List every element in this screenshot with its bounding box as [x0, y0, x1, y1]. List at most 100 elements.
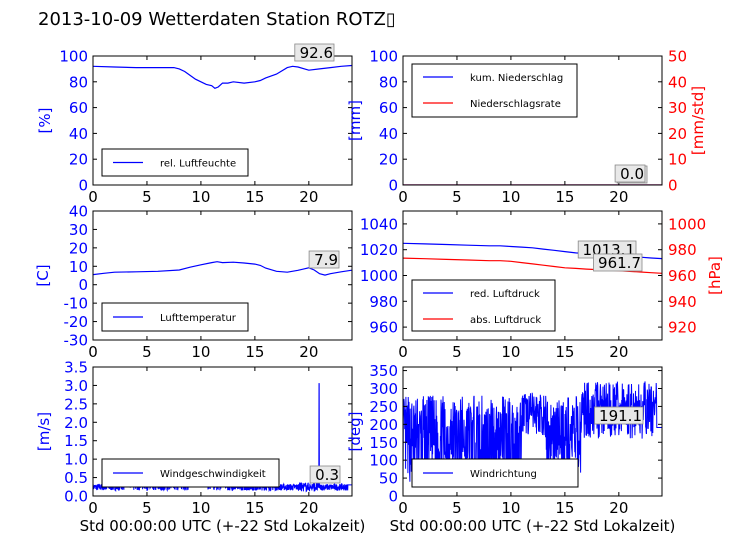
- x-tick-label: 10: [501, 499, 520, 517]
- x-tick-label: 20: [609, 343, 628, 361]
- x-tick-label: 5: [452, 343, 462, 361]
- x-tick-label: 20: [609, 499, 628, 517]
- panel-humidity: 0 5 10 15 20 0 20 40 60 80 100 [%] rel. Luftfeuchte 9…: [36, 43, 353, 206]
- y-tick-label: 80: [379, 73, 398, 91]
- y-tick-label: 30: [69, 221, 88, 239]
- y-tick-label: -10: [64, 295, 89, 313]
- x-tick-label: 20: [299, 343, 318, 361]
- y-tick-label: 60: [379, 99, 398, 117]
- y-tick-label: 40: [379, 125, 398, 143]
- y-tick-label: 3.0: [64, 377, 88, 395]
- x-tick-label: 10: [501, 343, 520, 361]
- current-value-label: 7.9: [314, 251, 338, 269]
- y-tick-label: 40: [69, 203, 88, 221]
- panel-windspeed: 0 5 10 15 20 0.00.51.01.52.02.53.03.5 [m/s] Win…: [35, 359, 353, 517]
- panel-winddir: 0 5 10 15 20050100150200250300350[deg]Windri…: [346, 362, 663, 517]
- x-tick-label: 15: [555, 188, 574, 206]
- x-tick-label: 15: [245, 499, 264, 517]
- x-tick-label: 5: [142, 499, 152, 517]
- y-axis-label: [%]: [36, 108, 54, 134]
- y2-tick-label: 30: [668, 99, 687, 117]
- x-tick-label: 0: [88, 188, 98, 206]
- y-tick-label: 1040: [360, 215, 398, 233]
- x-tick-label: 0: [398, 188, 408, 206]
- x-tick-label: 10: [191, 188, 210, 206]
- x-tick-label: 0: [88, 499, 98, 517]
- y-tick-label: 960: [369, 319, 398, 337]
- y-tick-label: 20: [69, 239, 88, 257]
- y2-axis-label: [mm/std]: [689, 86, 707, 155]
- y-tick-label: 0.0: [64, 488, 88, 506]
- x-tick-label: 20: [299, 499, 318, 517]
- x-tick-label: 5: [452, 188, 462, 206]
- y2-tick-label: 0: [668, 177, 678, 195]
- y2-tick-label: 20: [668, 125, 687, 143]
- value-box: [593, 253, 643, 272]
- y-tick-label: 10: [69, 258, 88, 276]
- x-tick-label: 15: [245, 343, 264, 361]
- legend-label: abs. Luftdruck: [470, 315, 541, 326]
- x-tick-label: 0: [398, 499, 408, 517]
- x-tick-label: 0: [398, 343, 408, 361]
- value-box: [594, 406, 644, 425]
- y2-tick-label: 50: [668, 48, 687, 66]
- y-axis-label: [m/s]: [35, 412, 53, 451]
- legend-box: [411, 63, 578, 118]
- y-tick-label: -20: [64, 313, 89, 331]
- y2-tick-label: 920: [668, 319, 697, 337]
- legend-label: Niederschlagsrate: [470, 99, 561, 110]
- y-tick-label: 0: [78, 276, 88, 294]
- axes-frame: [92, 366, 353, 497]
- axes-frame: [92, 55, 353, 186]
- y2-tick-label: 10: [668, 151, 687, 169]
- x-tick-label: 15: [555, 499, 574, 517]
- y2-tick-label: 40: [668, 73, 687, 91]
- x-tick-label: 5: [142, 188, 152, 206]
- legend-label: Windrichtung: [470, 469, 537, 480]
- x-tick-label: 15: [555, 343, 574, 361]
- x-tick-label: 10: [501, 188, 520, 206]
- x-tick-label: 20: [609, 188, 628, 206]
- x-tick-label: 20: [299, 188, 318, 206]
- y-tick-label: 150: [369, 434, 398, 452]
- y-tick-label: 0: [388, 177, 398, 195]
- value-box: [308, 250, 340, 269]
- y-tick-label: 1.5: [64, 432, 88, 450]
- y-axis-label: [mm]: [346, 100, 364, 141]
- y-tick-label: 1.0: [64, 451, 88, 469]
- y-tick-label: 100: [369, 48, 398, 66]
- y-tick-label: 60: [69, 99, 88, 117]
- y-tick-label: 250: [369, 398, 398, 416]
- value-box: [294, 43, 335, 62]
- y-tick-label: 350: [369, 362, 398, 380]
- y-tick-label: 40: [69, 125, 88, 143]
- axes-frame: [402, 55, 663, 186]
- series-humidity-0: [93, 64, 352, 89]
- legend-label: Windgeschwindigkeit: [160, 469, 266, 480]
- x-tick-label: 5: [142, 343, 152, 361]
- current-value-label: 0.0: [620, 165, 644, 183]
- x-tick-label: 10: [191, 343, 210, 361]
- y-axis-label: [C]: [34, 264, 52, 286]
- y-tick-label: 80: [69, 73, 88, 91]
- y-tick-label: 2.5: [64, 395, 88, 413]
- panel-pressure: 0 5 10 15 20 960 980 1000 1020 1040 920 940 960 980 10…: [360, 210, 724, 361]
- y-tick-label: 100: [369, 452, 398, 470]
- legend-box: [411, 279, 556, 332]
- y-tick-label: 3.5: [64, 359, 88, 377]
- panel-temperature: 0 5 10 15 20-30-20-10010203040[C]Lufttempera…: [34, 203, 353, 361]
- y-tick-label: 50: [379, 470, 398, 488]
- axes-frame: [92, 210, 353, 341]
- y-axis-label: [deg]: [346, 412, 364, 452]
- y-tick-label: 300: [369, 380, 398, 398]
- y-tick-label: 0: [388, 488, 398, 506]
- x-tick-label: 10: [191, 499, 210, 517]
- y-tick-label: 20: [69, 151, 88, 169]
- x-tick-label: 15: [245, 188, 264, 206]
- x-tick-label: 5: [452, 499, 462, 517]
- x-axis-label-right: Std 00:00:00 UTC (+-22 Std Lokalzeit): [390, 517, 676, 535]
- legend-label: Lufttemperatur: [160, 313, 237, 324]
- y-tick-label: 1020: [360, 241, 398, 259]
- figure-title: 2013-10-09 Wetterdaten Station ROTZ▯: [38, 9, 396, 30]
